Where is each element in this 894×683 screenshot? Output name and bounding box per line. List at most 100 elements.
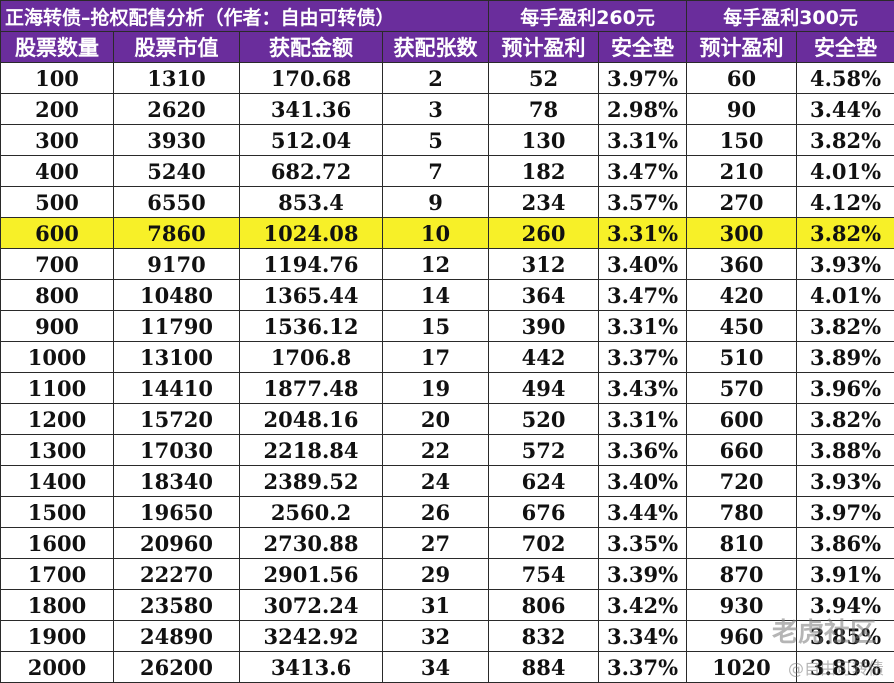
column-header-row: 股票数量 股票市值 获配金额 获配张数 预计盈利 安全垫 预计盈利 安全垫 [1,32,894,63]
table-cell: 11790 [114,311,240,342]
table-cell: 390 [489,311,599,342]
table-cell: 572 [489,435,599,466]
table-cell: 90 [687,94,797,125]
table-cell: 14 [383,280,489,311]
table-cell: 29 [383,559,489,590]
table-cell: 3930 [114,125,240,156]
table-cell: 14410 [114,373,240,404]
table-cell: 3242.92 [240,621,383,652]
table-cell: 3.93% [797,249,894,280]
table-cell: 1600 [1,528,114,559]
table-cell: 27 [383,528,489,559]
table-cell: 3.82% [797,125,894,156]
table-cell: 1500 [1,497,114,528]
table-cell: 810 [687,528,797,559]
table-cell: 26 [383,497,489,528]
table-cell: 23580 [114,590,240,621]
table-cell: 1194.76 [240,249,383,280]
table-cell: 130 [489,125,599,156]
table-cell: 200 [1,94,114,125]
col-header-allotted-amount: 获配金额 [240,32,383,63]
table-cell: 3.86% [797,528,894,559]
table-cell: 1365.44 [240,280,383,311]
table-cell: 624 [489,466,599,497]
table-cell: 312 [489,249,599,280]
table-cell: 1877.48 [240,373,383,404]
table-cell: 3.82% [797,311,894,342]
table-cell: 520 [489,404,599,435]
table-cell: 832 [489,621,599,652]
table-cell: 2048.16 [240,404,383,435]
col-header-share-count: 股票数量 [1,32,114,63]
table-cell: 3.42% [599,590,687,621]
table-cell: 4.12% [797,187,894,218]
table-cell: 24 [383,466,489,497]
table-cell: 3.91% [797,559,894,590]
table-cell: 702 [489,528,599,559]
table-cell: 510 [687,342,797,373]
table-cell: 930 [687,590,797,621]
table-cell: 3.40% [599,466,687,497]
table-cell: 18340 [114,466,240,497]
table-cell: 2.98% [599,94,687,125]
table-cell: 2901.56 [240,559,383,590]
table-cell: 3.34% [599,621,687,652]
table-cell: 3.89% [797,342,894,373]
table-cell: 34 [383,652,489,683]
table-cell: 3.47% [599,280,687,311]
table-cell: 3.97% [599,63,687,94]
table-cell: 1900 [1,621,114,652]
table-cell: 720 [687,466,797,497]
table-cell: 9 [383,187,489,218]
table-cell: 260 [489,218,599,249]
table-cell: 3.44% [797,94,894,125]
table-cell: 13100 [114,342,240,373]
table-cell: 2218.84 [240,435,383,466]
table-cell: 9170 [114,249,240,280]
table-cell: 170.68 [240,63,383,94]
table-cell: 300 [687,218,797,249]
table-cell: 442 [489,342,599,373]
table-cell: 1706.8 [240,342,383,373]
table-cell: 78 [489,94,599,125]
table-cell: 3.47% [599,156,687,187]
table-cell: 15720 [114,404,240,435]
table-cell: 24890 [114,621,240,652]
table-cell: 3.88% [797,435,894,466]
table-cell: 22 [383,435,489,466]
table-cell: 364 [489,280,599,311]
table-cell: 960 [687,621,797,652]
table-cell: 10 [383,218,489,249]
group-header-260: 每手盈利260元 [489,1,687,32]
table-cell: 1800 [1,590,114,621]
table-cell: 19650 [114,497,240,528]
table-cell: 800 [1,280,114,311]
table-cell: 31 [383,590,489,621]
table-cell: 7 [383,156,489,187]
col-header-allotted-lots: 获配张数 [383,32,489,63]
table-cell: 182 [489,156,599,187]
table-cell: 3.37% [599,652,687,683]
table-cell: 3.39% [599,559,687,590]
table-cell: 6550 [114,187,240,218]
table-cell: 3 [383,94,489,125]
table-cell: 3.57% [599,187,687,218]
table-cell: 1024.08 [240,218,383,249]
table-cell: 700 [1,249,114,280]
table-title: 正海转债–抢权配售分析（作者：自由可转债） [1,1,489,32]
table-cell: 12 [383,249,489,280]
table-cell: 234 [489,187,599,218]
